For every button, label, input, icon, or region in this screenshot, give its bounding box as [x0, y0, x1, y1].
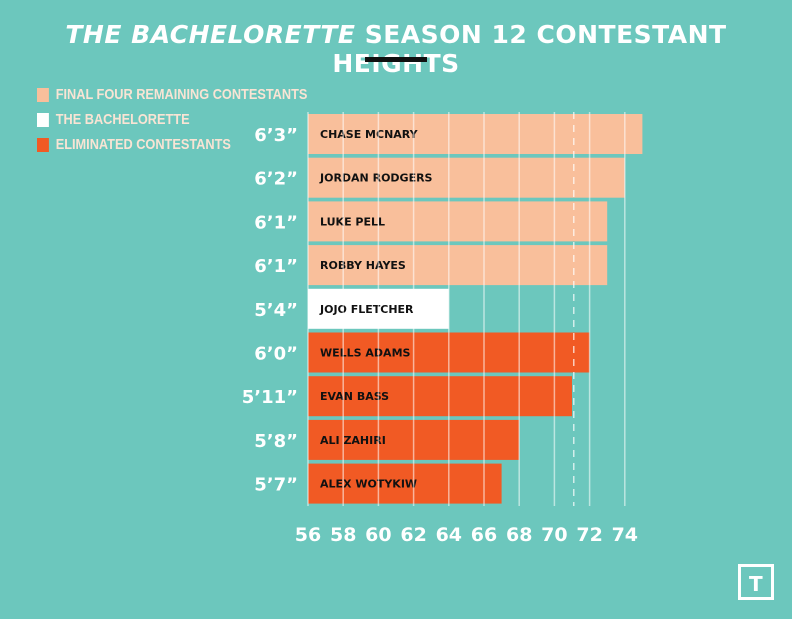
- x-tick-label: 58: [330, 524, 356, 546]
- height-label: 6’0”: [254, 344, 298, 365]
- chart-title: THE BACHELORETTE SEASON 12 CONTESTANT HE…: [65, 20, 727, 78]
- bar: [308, 376, 572, 417]
- legend-item-final-four: FINAL FOUR REMAINING CONTESTANTS: [37, 86, 307, 103]
- x-tick-label: 64: [436, 524, 462, 546]
- bar-label: LUKE PELL: [320, 215, 385, 228]
- x-tick-label: 72: [576, 524, 602, 546]
- legend-swatch: [37, 137, 49, 152]
- x-tick-label: 70: [541, 524, 567, 546]
- height-label: 6’1”: [254, 256, 298, 277]
- bar-label: EVAN BASS: [320, 390, 389, 403]
- x-tick-label: 66: [471, 524, 497, 546]
- x-tick-label: 60: [365, 524, 391, 546]
- bar-label: JOJO FLETCHER: [319, 303, 414, 316]
- legend-swatch: [37, 87, 49, 102]
- bar-label: ALI ZAHIRI: [320, 434, 386, 447]
- height-label: 6’3”: [254, 125, 298, 146]
- x-tick-label: 62: [400, 524, 426, 546]
- height-label: 5’8”: [254, 431, 298, 452]
- x-tick-label: 68: [506, 524, 532, 546]
- bar-label: WELLS ADAMS: [320, 347, 411, 360]
- bar: [308, 463, 502, 504]
- height-label: 5’4”: [254, 300, 298, 321]
- x-tick-label: 74: [612, 524, 638, 546]
- legend-item-bachelorette: THE BACHELORETTE: [37, 111, 190, 128]
- legend-item-eliminated: ELIMINATED CONTESTANTS: [37, 136, 231, 153]
- height-label: 5’11”: [242, 387, 298, 408]
- bar: [308, 245, 608, 286]
- bar-label: ROBBY HAYES: [320, 259, 406, 272]
- bar-label: CHASE MCNARY: [320, 128, 419, 141]
- bar: [308, 157, 625, 198]
- legend-swatch: [37, 112, 49, 127]
- bar-label: ALEX WOTYKIW: [320, 478, 417, 491]
- bar: [308, 201, 608, 242]
- bar: [308, 114, 643, 154]
- height-label: 6’2”: [254, 169, 298, 190]
- title-underline: [365, 57, 427, 62]
- height-label: 6’1”: [254, 212, 298, 233]
- bar-label: JORDAN RODGERS: [319, 172, 433, 185]
- logo: T: [738, 564, 774, 600]
- height-label: 5’7”: [254, 475, 298, 496]
- x-tick-label: 56: [295, 524, 321, 546]
